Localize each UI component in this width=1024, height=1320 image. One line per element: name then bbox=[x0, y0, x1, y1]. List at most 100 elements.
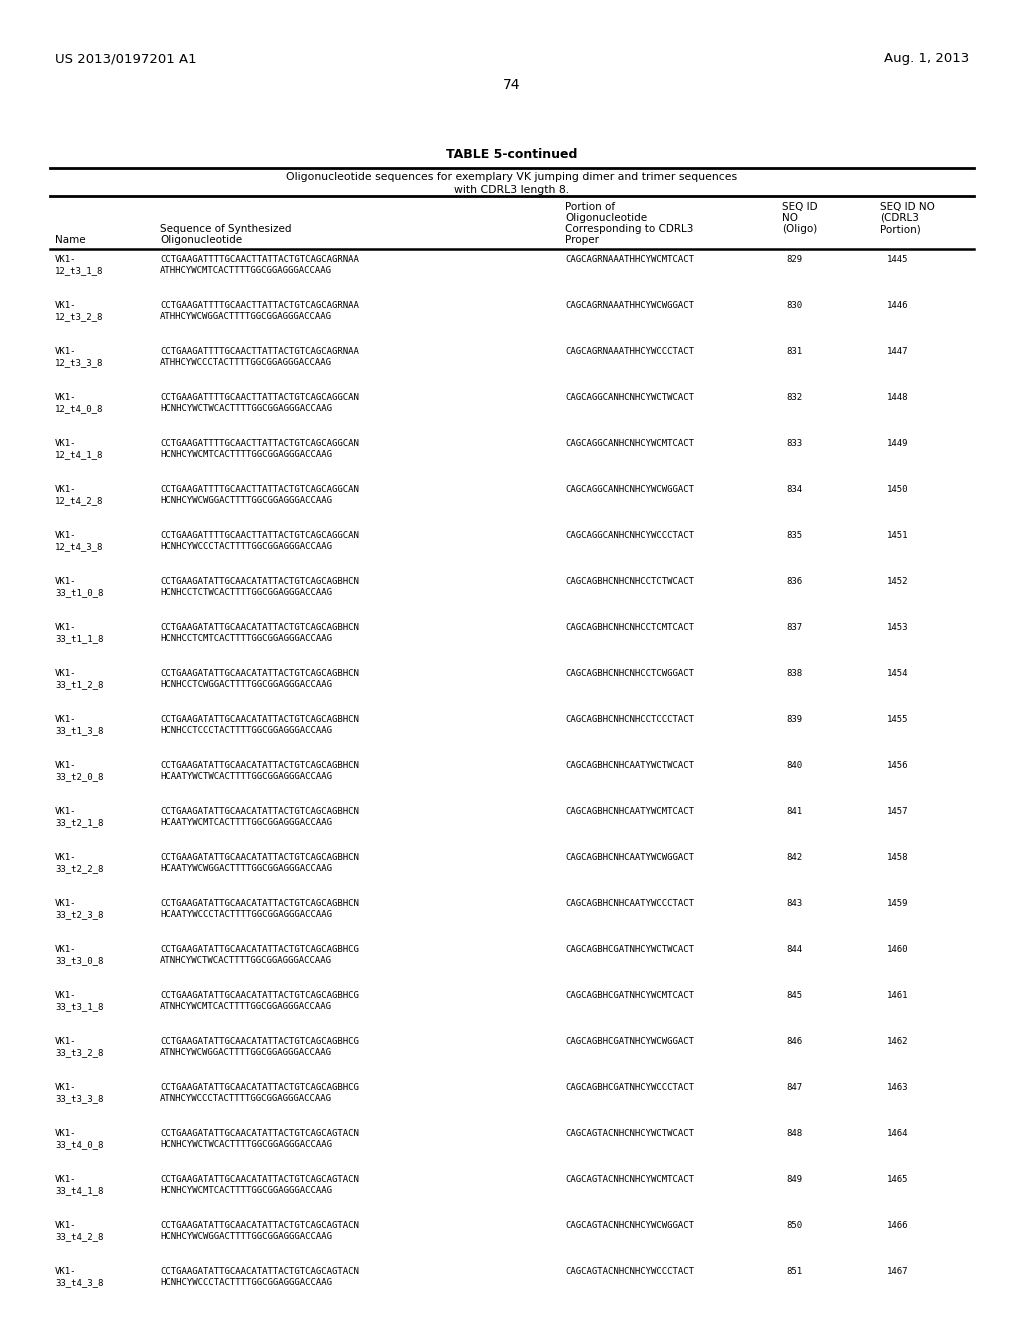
Text: HCNHCYWCCCTACTTTTGGCGGAGGGACCAAG: HCNHCYWCCCTACTTTTGGCGGAGGGACCAAG bbox=[160, 543, 332, 550]
Text: HCAATYWCCCTACTTTTGGCGGAGGGACCAAG: HCAATYWCCCTACTTTTGGCGGAGGGACCAAG bbox=[160, 909, 332, 919]
Text: CCTGAAGATTTTGCAACTTATTACTGTCAGCAGRNAA: CCTGAAGATTTTGCAACTTATTACTGTCAGCAGRNAA bbox=[160, 255, 358, 264]
Text: 836: 836 bbox=[786, 577, 802, 586]
Text: 1463: 1463 bbox=[887, 1082, 908, 1092]
Text: ATHHCYWCCCTACTTTTGGCGGAGGGACCAAG: ATHHCYWCCCTACTTTTGGCGGAGGGACCAAG bbox=[160, 358, 332, 367]
Text: VK1-: VK1- bbox=[55, 945, 77, 954]
Text: VK1-: VK1- bbox=[55, 991, 77, 1001]
Text: VK1-: VK1- bbox=[55, 531, 77, 540]
Text: 33_t2_0_8: 33_t2_0_8 bbox=[55, 772, 103, 781]
Text: HCNHCYWCTWCACTTTTGGCGGAGGGACCAAG: HCNHCYWCTWCACTTTTGGCGGAGGGACCAAG bbox=[160, 1140, 332, 1148]
Text: 1450: 1450 bbox=[887, 484, 908, 494]
Text: Aug. 1, 2013: Aug. 1, 2013 bbox=[884, 51, 969, 65]
Text: VK1-: VK1- bbox=[55, 762, 77, 770]
Text: 33_t3_3_8: 33_t3_3_8 bbox=[55, 1094, 103, 1104]
Text: 33_t1_2_8: 33_t1_2_8 bbox=[55, 680, 103, 689]
Text: CAGCAGBHCGATNHCYWCTWCACT: CAGCAGBHCGATNHCYWCTWCACT bbox=[565, 945, 694, 954]
Text: 847: 847 bbox=[786, 1082, 802, 1092]
Text: CAGCAGBHCNHCAATYWCMTCACT: CAGCAGBHCNHCAATYWCMTCACT bbox=[565, 807, 694, 816]
Text: 1461: 1461 bbox=[887, 991, 908, 1001]
Text: VK1-: VK1- bbox=[55, 577, 77, 586]
Text: HCNHCYWCTWCACTTTTGGCGGAGGGACCAAG: HCNHCYWCTWCACTTTTGGCGGAGGGACCAAG bbox=[160, 404, 332, 413]
Text: VK1-: VK1- bbox=[55, 1129, 77, 1138]
Text: CAGCAGBHCNHCAATYWCWGGACT: CAGCAGBHCNHCAATYWCWGGACT bbox=[565, 853, 694, 862]
Text: 1457: 1457 bbox=[887, 807, 908, 816]
Text: CAGCAGGCANHCNHCYWCWGGACT: CAGCAGGCANHCNHCYWCWGGACT bbox=[565, 484, 694, 494]
Text: VK1-: VK1- bbox=[55, 623, 77, 632]
Text: VK1-: VK1- bbox=[55, 347, 77, 356]
Text: 1455: 1455 bbox=[887, 715, 908, 723]
Text: 33_t3_1_8: 33_t3_1_8 bbox=[55, 1002, 103, 1011]
Text: HCNHCYWCMTCACTTTTGGCGGAGGGACCAAG: HCNHCYWCMTCACTTTTGGCGGAGGGACCAAG bbox=[160, 1185, 332, 1195]
Text: 831: 831 bbox=[786, 347, 802, 356]
Text: 838: 838 bbox=[786, 669, 802, 678]
Text: 12_t3_3_8: 12_t3_3_8 bbox=[55, 358, 103, 367]
Text: CCTGAAGATATTGCAACATATTACTGTCAGCAGBHCN: CCTGAAGATATTGCAACATATTACTGTCAGCAGBHCN bbox=[160, 853, 358, 862]
Text: CCTGAAGATATTGCAACATATTACTGTCAGCAGBHCG: CCTGAAGATATTGCAACATATTACTGTCAGCAGBHCG bbox=[160, 1082, 358, 1092]
Text: 1448: 1448 bbox=[887, 393, 908, 403]
Text: CCTGAAGATTTTGCAACTTATTACTGTCAGCAGGCAN: CCTGAAGATTTTGCAACTTATTACTGTCAGCAGGCAN bbox=[160, 531, 358, 540]
Text: VK1-: VK1- bbox=[55, 1082, 77, 1092]
Text: CAGCAGTACNHCNHCYWCTWCACT: CAGCAGTACNHCNHCYWCTWCACT bbox=[565, 1129, 694, 1138]
Text: HCNHCCTCCCTACTTTTGGCGGAGGGACCAAG: HCNHCCTCCCTACTTTTGGCGGAGGGACCAAG bbox=[160, 726, 332, 735]
Text: CAGCAGRNAAATHHCYWCMTCACT: CAGCAGRNAAATHHCYWCMTCACT bbox=[565, 255, 694, 264]
Text: 74: 74 bbox=[503, 78, 521, 92]
Text: 12_t4_1_8: 12_t4_1_8 bbox=[55, 450, 103, 459]
Text: 848: 848 bbox=[786, 1129, 802, 1138]
Text: 1465: 1465 bbox=[887, 1175, 908, 1184]
Text: 833: 833 bbox=[786, 440, 802, 447]
Text: Oligonucleotide: Oligonucleotide bbox=[565, 213, 647, 223]
Text: 834: 834 bbox=[786, 484, 802, 494]
Text: CCTGAAGATATTGCAACATATTACTGTCAGCAGBHCN: CCTGAAGATATTGCAACATATTACTGTCAGCAGBHCN bbox=[160, 669, 358, 678]
Text: CCTGAAGATTTTGCAACTTATTACTGTCAGCAGGCAN: CCTGAAGATTTTGCAACTTATTACTGTCAGCAGGCAN bbox=[160, 484, 358, 494]
Text: VK1-: VK1- bbox=[55, 484, 77, 494]
Text: NO: NO bbox=[782, 213, 798, 223]
Text: HCNHCCTCTWCACTTTTGGCGGAGGGACCAAG: HCNHCCTCTWCACTTTTGGCGGAGGGACCAAG bbox=[160, 587, 332, 597]
Text: VK1-: VK1- bbox=[55, 853, 77, 862]
Text: HCNHCYWCWGGACTTTTGGCGGAGGGACCAAG: HCNHCYWCWGGACTTTTGGCGGAGGGACCAAG bbox=[160, 496, 332, 506]
Text: HCNHCYWCMTCACTTTTGGCGGAGGGACCAAG: HCNHCYWCMTCACTTTTGGCGGAGGGACCAAG bbox=[160, 450, 332, 459]
Text: CAGCAGBHCNHCAATYWCTWCACT: CAGCAGBHCNHCAATYWCTWCACT bbox=[565, 762, 694, 770]
Text: with CDRL3 length 8.: with CDRL3 length 8. bbox=[455, 185, 569, 195]
Text: 845: 845 bbox=[786, 991, 802, 1001]
Text: HCAATYWCWGGACTTTTGGCGGAGGGACCAAG: HCAATYWCWGGACTTTTGGCGGAGGGACCAAG bbox=[160, 865, 332, 873]
Text: VK1-: VK1- bbox=[55, 715, 77, 723]
Text: 1446: 1446 bbox=[887, 301, 908, 310]
Text: 33_t4_3_8: 33_t4_3_8 bbox=[55, 1278, 103, 1287]
Text: 842: 842 bbox=[786, 853, 802, 862]
Text: 33_t4_2_8: 33_t4_2_8 bbox=[55, 1232, 103, 1241]
Text: VK1-: VK1- bbox=[55, 1038, 77, 1045]
Text: CAGCAGBHCNHCNHCCTCWGGACT: CAGCAGBHCNHCNHCCTCWGGACT bbox=[565, 669, 694, 678]
Text: ATHHCYWCMTCACTTTTGGCGGAGGGACCAAG: ATHHCYWCMTCACTTTTGGCGGAGGGACCAAG bbox=[160, 267, 332, 275]
Text: VK1-: VK1- bbox=[55, 669, 77, 678]
Text: CAGCAGRNAAATHHCYWCCCTACT: CAGCAGRNAAATHHCYWCCCTACT bbox=[565, 347, 694, 356]
Text: 844: 844 bbox=[786, 945, 802, 954]
Text: CCTGAAGATTTTGCAACTTATTACTGTCAGCAGGCAN: CCTGAAGATTTTGCAACTTATTACTGTCAGCAGGCAN bbox=[160, 440, 358, 447]
Text: CAGCAGBHCGATNHCYWCCCTACT: CAGCAGBHCGATNHCYWCCCTACT bbox=[565, 1082, 694, 1092]
Text: 33_t4_1_8: 33_t4_1_8 bbox=[55, 1185, 103, 1195]
Text: 33_t3_0_8: 33_t3_0_8 bbox=[55, 956, 103, 965]
Text: HCAATYWCTWCACTTTTGGCGGAGGGACCAAG: HCAATYWCTWCACTTTTGGCGGAGGGACCAAG bbox=[160, 772, 332, 781]
Text: 1456: 1456 bbox=[887, 762, 908, 770]
Text: ATNHCYWCMTCACTTTTGGCGGAGGGACCAAG: ATNHCYWCMTCACTTTTGGCGGAGGGACCAAG bbox=[160, 1002, 332, 1011]
Text: HCNHCCTCWGGACTTTTGGCGGAGGGACCAAG: HCNHCCTCWGGACTTTTGGCGGAGGGACCAAG bbox=[160, 680, 332, 689]
Text: CCTGAAGATATTGCAACATATTACTGTCAGCAGBHCG: CCTGAAGATATTGCAACATATTACTGTCAGCAGBHCG bbox=[160, 945, 358, 954]
Text: 1451: 1451 bbox=[887, 531, 908, 540]
Text: CAGCAGGCANHCNHCYWCMTCACT: CAGCAGGCANHCNHCYWCMTCACT bbox=[565, 440, 694, 447]
Text: 1445: 1445 bbox=[887, 255, 908, 264]
Text: Proper: Proper bbox=[565, 235, 599, 246]
Text: 841: 841 bbox=[786, 807, 802, 816]
Text: CCTGAAGATATTGCAACATATTACTGTCAGCAGBHCN: CCTGAAGATATTGCAACATATTACTGTCAGCAGBHCN bbox=[160, 762, 358, 770]
Text: ATHHCYWCWGGACTTTTGGCGGAGGGACCAAG: ATHHCYWCWGGACTTTTGGCGGAGGGACCAAG bbox=[160, 312, 332, 321]
Text: 12_t4_0_8: 12_t4_0_8 bbox=[55, 404, 103, 413]
Text: CCTGAAGATTTTGCAACTTATTACTGTCAGCAGRNAA: CCTGAAGATTTTGCAACTTATTACTGTCAGCAGRNAA bbox=[160, 301, 358, 310]
Text: CAGCAGRNAAATHHCYWCWGGACT: CAGCAGRNAAATHHCYWCWGGACT bbox=[565, 301, 694, 310]
Text: 33_t3_2_8: 33_t3_2_8 bbox=[55, 1048, 103, 1057]
Text: 12_t3_1_8: 12_t3_1_8 bbox=[55, 267, 103, 275]
Text: 850: 850 bbox=[786, 1221, 802, 1230]
Text: HCNHCYWCWGGACTTTTGGCGGAGGGACCAAG: HCNHCYWCWGGACTTTTGGCGGAGGGACCAAG bbox=[160, 1232, 332, 1241]
Text: Name: Name bbox=[55, 235, 86, 246]
Text: TABLE 5-continued: TABLE 5-continued bbox=[446, 148, 578, 161]
Text: CCTGAAGATATTGCAACATATTACTGTCAGCAGBHCG: CCTGAAGATATTGCAACATATTACTGTCAGCAGBHCG bbox=[160, 1038, 358, 1045]
Text: 832: 832 bbox=[786, 393, 802, 403]
Text: 1467: 1467 bbox=[887, 1267, 908, 1276]
